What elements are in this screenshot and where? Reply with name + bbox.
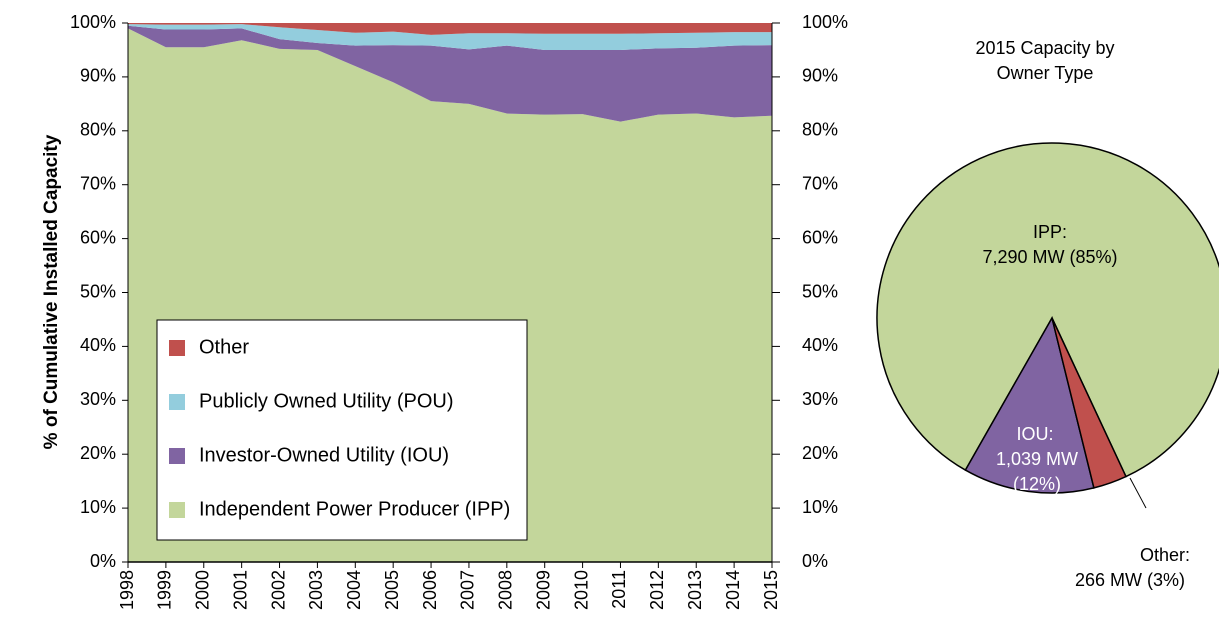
y2-tick-label: 10%	[802, 497, 838, 517]
x-tick-label: 2003	[306, 570, 326, 610]
x-tick-label: 1999	[155, 570, 175, 610]
x-tick-label: 2011	[609, 570, 629, 609]
leader-line	[1129, 477, 1147, 509]
y-tick-label: 80%	[80, 120, 116, 140]
area	[128, 25, 772, 122]
y-tick-label: 0%	[90, 551, 116, 571]
y-tick-label: 10%	[80, 497, 116, 517]
y-tick-label: 40%	[80, 335, 116, 355]
x-tick-label: 2012	[647, 570, 667, 610]
slice-name: Other:	[1139, 545, 1191, 565]
x-tick-label: 2008	[496, 570, 516, 610]
y2-tick-label: 20%	[802, 443, 838, 463]
y2-tick-label: 0%	[802, 551, 828, 571]
legend-label: Investor-Owned Utility (IOU)	[199, 444, 449, 466]
pie-slice	[964, 315, 1095, 494]
y-tick-label: 70%	[80, 173, 116, 193]
legend-swatch	[169, 340, 185, 356]
x-tick-label: 2001	[230, 570, 250, 610]
area	[128, 24, 772, 50]
y-tick-label: 100%	[70, 12, 116, 32]
y2-tick-label: 40%	[802, 335, 838, 355]
x-tick-label: 2015	[761, 570, 781, 610]
pie-slice	[876, 142, 1219, 478]
slice-label: 7,290 MW (85%)	[982, 247, 1118, 267]
x-tick-label: 2007	[458, 570, 478, 610]
x-tick-label: 2009	[533, 570, 553, 610]
y-tick-label: 30%	[80, 389, 116, 409]
x-tick-label: 2002	[268, 570, 288, 610]
legend: Other Publicly Owned Utility (POU) Investo…	[156, 319, 528, 541]
pie-title: 2015 Capacity by Owner Type	[975, 38, 1115, 83]
y2-tick-label: 80%	[802, 120, 838, 140]
y-tick-label: 90%	[80, 66, 116, 86]
y2-tick-label: 30%	[802, 389, 838, 409]
y2-tick-label: 70%	[802, 173, 838, 193]
y2-tick-label: 90%	[802, 66, 838, 86]
legend-box	[156, 319, 528, 541]
y2-tick-label: 60%	[802, 227, 838, 247]
x-tick-label: 2010	[571, 570, 591, 610]
area	[128, 23, 772, 35]
x-tick-label: 2004	[344, 570, 364, 610]
slice-name: IOU:	[1016, 424, 1054, 444]
x-tick-label: 2000	[193, 570, 213, 610]
x-tick-label: 1998	[117, 570, 137, 610]
pie-slice	[1051, 317, 1127, 489]
legend-swatch	[169, 448, 185, 464]
legend-label: Independent Power Producer (IPP)	[199, 498, 510, 520]
slice-name: IPP:	[1032, 222, 1067, 242]
y2-tick-label: 100%	[802, 12, 848, 32]
y2-tick-label: 50%	[802, 281, 838, 301]
x-tick-label: 2014	[723, 570, 743, 610]
slice-label: 266 MW (3%)	[1074, 570, 1186, 590]
x-tick-label: 2013	[685, 570, 705, 610]
y-tick-label: 20%	[80, 443, 116, 463]
legend-swatch	[169, 394, 185, 410]
slice-label: 1,039 MW (12%)	[995, 449, 1079, 494]
x-tick-label: 2005	[382, 570, 402, 610]
y-axis-label: % of Cumulative Installed Capacity	[41, 134, 62, 449]
legend-swatch	[169, 502, 185, 518]
y-tick-label: 60%	[80, 227, 116, 247]
legend-label: Publicly Owned Utility (POU)	[199, 390, 454, 412]
legend-label: Other	[199, 336, 249, 358]
x-tick-label: 2006	[420, 570, 440, 610]
y-tick-label: 50%	[80, 281, 116, 301]
